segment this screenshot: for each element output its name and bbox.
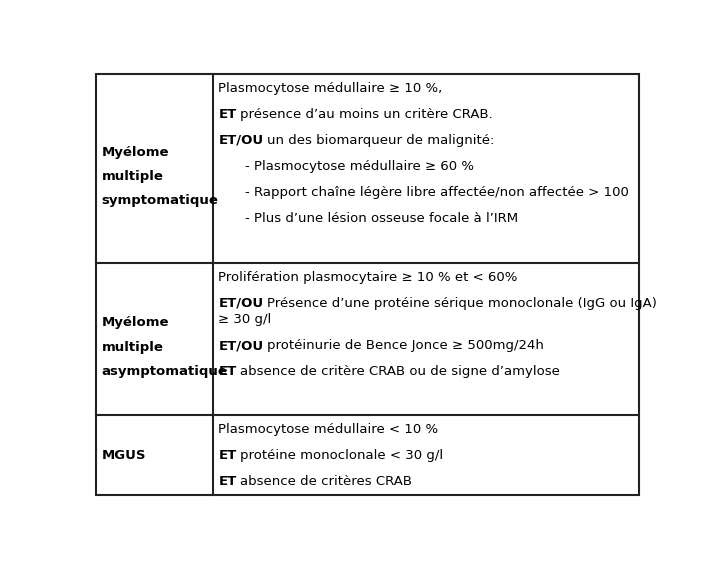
Text: un des biomarqueur de malignité:: un des biomarqueur de malignité: xyxy=(267,134,495,147)
Text: Présence d’une protéine sérique monoclonale (IgG ou IgA): Présence d’une protéine sérique monoclon… xyxy=(267,297,657,310)
Text: présence d’au moins un critère CRAB.: présence d’au moins un critère CRAB. xyxy=(240,108,493,121)
Text: ET: ET xyxy=(219,365,237,378)
Text: multiple: multiple xyxy=(102,341,163,354)
Text: Prolifération plasmocytaire ≥ 10 % et < 60%: Prolifération plasmocytaire ≥ 10 % et < … xyxy=(219,271,518,284)
Text: Plasmocytose médullaire < 10 %: Plasmocytose médullaire < 10 % xyxy=(219,423,439,436)
Text: absence de critères CRAB: absence de critères CRAB xyxy=(240,475,412,488)
Text: Plasmocytose médullaire ≥ 10 %,: Plasmocytose médullaire ≥ 10 %, xyxy=(219,82,442,95)
Text: ET: ET xyxy=(219,108,237,121)
Text: asymptomatique: asymptomatique xyxy=(102,365,228,378)
Text: - Plasmocytose médullaire ≥ 60 %: - Plasmocytose médullaire ≥ 60 % xyxy=(245,160,474,173)
Text: ET: ET xyxy=(219,449,237,462)
Text: ≥ 30 g/l: ≥ 30 g/l xyxy=(219,314,272,327)
Text: protéinurie de Bence Jonce ≥ 500mg/24h: protéinurie de Bence Jonce ≥ 500mg/24h xyxy=(267,340,544,352)
Text: absence de critère CRAB ou de signe d’amylose: absence de critère CRAB ou de signe d’am… xyxy=(240,365,560,378)
Text: ET: ET xyxy=(219,475,237,488)
Text: - Rapport chaîne légère libre affectée/non affectée > 100: - Rapport chaîne légère libre affectée/n… xyxy=(245,186,629,199)
Text: multiple: multiple xyxy=(102,170,163,183)
Text: ET/OU: ET/OU xyxy=(219,134,264,147)
Text: protéine monoclonale < 30 g/l: protéine monoclonale < 30 g/l xyxy=(240,449,443,462)
Text: ET/OU: ET/OU xyxy=(219,340,264,352)
Text: Myélome: Myélome xyxy=(102,316,169,329)
Text: ET/OU: ET/OU xyxy=(219,297,264,310)
Text: MGUS: MGUS xyxy=(102,450,146,462)
Text: Myélome: Myélome xyxy=(102,146,169,159)
Text: - Plus d’une lésion osseuse focale à l’IRM: - Plus d’une lésion osseuse focale à l’I… xyxy=(245,212,518,225)
Text: symptomatique: symptomatique xyxy=(102,195,219,208)
